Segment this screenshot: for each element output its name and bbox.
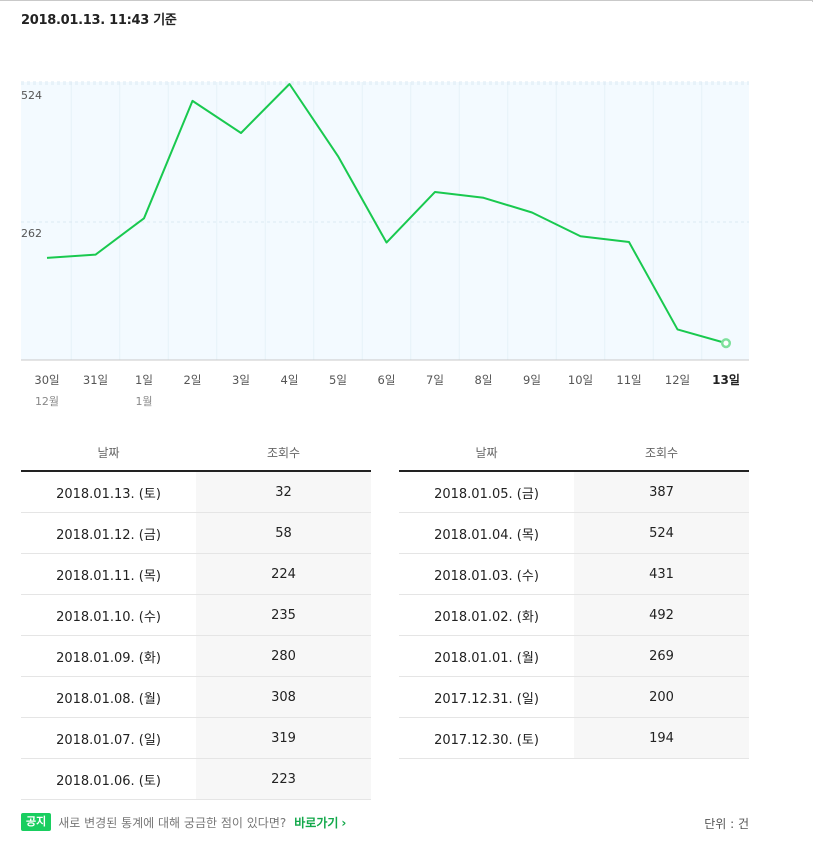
table-row: 2018.01.09. (화) 280: [21, 635, 371, 677]
date-cell: 2017.12.30. (토): [399, 717, 574, 759]
column-header-date: 날짜: [21, 441, 196, 472]
views-cell: 492: [574, 594, 749, 636]
shortcut-link-label: 바로가기: [294, 815, 339, 830]
date-cell: 2018.01.07. (일): [21, 717, 196, 759]
x-tick-label: 9일: [523, 373, 541, 387]
x-tick-label: 13일: [712, 373, 740, 387]
date-cell: 2017.12.31. (일): [399, 676, 574, 718]
date-cell: 2018.01.01. (월): [399, 635, 574, 677]
table-row: 2018.01.03. (수) 431: [399, 553, 749, 595]
table-row: 2018.01.04. (목) 524: [399, 512, 749, 554]
table-row: 2017.12.30. (토) 194: [399, 717, 749, 759]
views-cell: 58: [196, 512, 371, 554]
views-cell: 308: [196, 676, 371, 718]
table-row: 2017.12.31. (일) 200: [399, 676, 749, 718]
date-cell: 2018.01.06. (토): [21, 758, 196, 800]
notice-badge: 공지: [21, 813, 52, 831]
y-tick-label: 524: [21, 89, 42, 102]
x-tick-label: 11일: [616, 373, 641, 387]
table-row: 2018.01.01. (월) 269: [399, 635, 749, 677]
notice-text: 새로 변경된 통계에 대해 궁금한 점이 있다면?: [58, 815, 287, 830]
top-border-corner: [812, 0, 813, 2]
series-line: [46, 83, 727, 345]
views-cell: 387: [574, 471, 749, 513]
plot-area: [21, 82, 749, 360]
column-header-views: 조회수: [574, 441, 749, 472]
x-month-label: 12월: [35, 395, 59, 408]
views-cell: 223: [196, 758, 371, 800]
views-cell: 224: [196, 553, 371, 595]
views-cell: 235: [196, 594, 371, 636]
chevron-right-icon: ›: [341, 815, 347, 830]
line-chart: 262 524 30일 12월 31일 1일 1월 2일 3일 4일 5일 6일 7일 8일 9일 10일 11…: [21, 81, 749, 408]
views-cell: 194: [574, 717, 749, 759]
stats-table-right: 날짜 조회수 2018.01.05. (금) 387 2018.01.04. (목)…: [399, 441, 749, 759]
table-row: 2018.01.06. (토) 223: [21, 758, 371, 800]
table-row: 2018.01.05. (금) 387: [399, 471, 749, 513]
x-month-label: 1월: [135, 395, 152, 408]
date-cell: 2018.01.11. (목): [21, 553, 196, 595]
views-cell: 524: [574, 512, 749, 554]
x-tick-label: 31일: [83, 373, 108, 387]
notice-bar: 공지 새로 변경된 통계에 대해 궁금한 점이 있다면? 바로가기 ›: [21, 813, 346, 831]
x-tick-label: 7일: [426, 373, 444, 387]
date-cell: 2018.01.04. (목): [399, 512, 574, 554]
date-cell: 2018.01.09. (화): [21, 635, 196, 677]
x-tick-label: 1일: [135, 373, 153, 387]
table-row: 2018.01.08. (월) 308: [21, 676, 371, 718]
date-cell: 2018.01.05. (금): [399, 471, 574, 513]
views-cell: 32: [196, 471, 371, 513]
x-tick-label: 5일: [329, 373, 347, 387]
top-border: [0, 0, 812, 1]
views-cell: 200: [574, 676, 749, 718]
column-header-date: 날짜: [399, 441, 574, 472]
y-tick-label: 262: [21, 227, 42, 240]
views-cell: 280: [196, 635, 371, 677]
table-row: 2018.01.02. (화) 492: [399, 594, 749, 636]
date-cell: 2018.01.03. (수): [399, 553, 574, 595]
timestamp: 2018.01.13. 11:43 기준: [21, 13, 177, 28]
x-tick-label: 12일: [665, 373, 690, 387]
data-point-last: [720, 338, 732, 349]
views-cell: 269: [574, 635, 749, 677]
x-tick-label: 3일: [232, 373, 250, 387]
date-cell: 2018.01.08. (월): [21, 676, 196, 718]
date-cell: 2018.01.02. (화): [399, 594, 574, 636]
stats-table-left: 날짜 조회수 2018.01.13. (토) 32 2018.01.12. (금) 5…: [21, 441, 371, 800]
views-cell: 431: [574, 553, 749, 595]
shortcut-link[interactable]: 바로가기 ›: [294, 814, 346, 831]
table-row: 2018.01.13. (토) 32: [21, 471, 371, 513]
x-tick-label: 2일: [184, 373, 202, 387]
views-cell: 319: [196, 717, 371, 759]
date-cell: 2018.01.12. (금): [21, 512, 196, 554]
column-header-views: 조회수: [196, 441, 371, 472]
date-cell: 2018.01.13. (토): [21, 471, 196, 513]
x-tick-label: 4일: [281, 373, 299, 387]
x-tick-label: 6일: [378, 373, 396, 387]
table-row: 2018.01.07. (일) 319: [21, 717, 371, 759]
date-cell: 2018.01.10. (수): [21, 594, 196, 636]
unit-label: 단위 : 건: [704, 817, 749, 831]
x-tick-label: 8일: [475, 373, 493, 387]
table-row: 2018.01.12. (금) 58: [21, 512, 371, 554]
x-tick-label: 10일: [568, 373, 593, 387]
x-tick-label: 30일: [34, 373, 59, 387]
table-row: 2018.01.11. (목) 224: [21, 553, 371, 595]
table-row: 2018.01.10. (수) 235: [21, 594, 371, 636]
